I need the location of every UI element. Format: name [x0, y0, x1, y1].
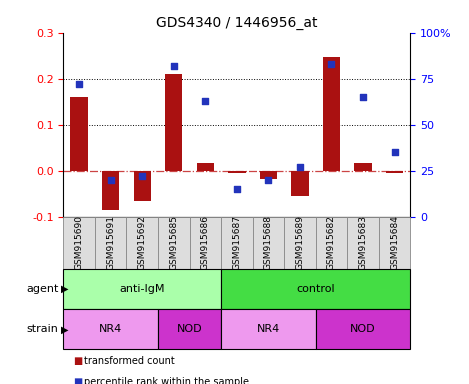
Text: GSM915684: GSM915684 [390, 215, 399, 270]
Bar [158, 309, 221, 349]
Bar [221, 309, 316, 349]
Point [138, 173, 146, 179]
Bar [127, 217, 158, 269]
Bar [102, 171, 119, 210]
Point [359, 94, 367, 100]
Point [233, 186, 241, 192]
Bar [316, 217, 347, 269]
Text: percentile rank within the sample: percentile rank within the sample [84, 377, 250, 384]
Text: GSM915685: GSM915685 [169, 215, 178, 270]
Text: anti-IgM: anti-IgM [120, 284, 165, 294]
Point [107, 177, 114, 183]
Bar [189, 217, 221, 269]
Text: strain: strain [27, 324, 59, 334]
Point [328, 61, 335, 67]
Bar [253, 217, 284, 269]
Text: ▶: ▶ [61, 324, 68, 334]
Bar [197, 162, 214, 171]
Text: NR4: NR4 [99, 324, 122, 334]
Text: GSM915688: GSM915688 [264, 215, 273, 270]
Bar [63, 269, 221, 309]
Text: GSM915687: GSM915687 [232, 215, 242, 270]
Bar [323, 56, 340, 171]
Text: GSM915692: GSM915692 [138, 215, 147, 270]
Text: GSM915690: GSM915690 [75, 215, 83, 270]
Text: GSM915686: GSM915686 [201, 215, 210, 270]
Bar [63, 309, 158, 349]
Text: agent: agent [26, 284, 59, 294]
Point [296, 164, 304, 170]
Point [76, 81, 83, 87]
Text: control: control [296, 284, 335, 294]
Bar [355, 162, 372, 171]
Text: ■: ■ [73, 377, 82, 384]
Bar [63, 217, 95, 269]
Text: GSM915682: GSM915682 [327, 215, 336, 270]
Bar [70, 97, 88, 171]
Bar [221, 269, 410, 309]
Bar [158, 217, 189, 269]
Bar [379, 217, 410, 269]
Bar [316, 309, 410, 349]
Text: ■: ■ [73, 356, 82, 366]
Point [391, 149, 398, 156]
Point [170, 63, 177, 69]
Text: NOD: NOD [350, 324, 376, 334]
Bar [134, 171, 151, 201]
Bar [284, 217, 316, 269]
Point [265, 177, 272, 183]
Bar [386, 171, 403, 173]
Point [202, 98, 209, 104]
Title: GDS4340 / 1446956_at: GDS4340 / 1446956_at [156, 16, 318, 30]
Text: GSM915691: GSM915691 [106, 215, 115, 270]
Bar [291, 171, 309, 196]
Text: GSM915689: GSM915689 [295, 215, 304, 270]
Text: NR4: NR4 [257, 324, 280, 334]
Text: NOD: NOD [177, 324, 202, 334]
Text: transformed count: transformed count [84, 356, 175, 366]
Text: GSM915683: GSM915683 [358, 215, 368, 270]
Bar [95, 217, 127, 269]
Bar [260, 171, 277, 179]
Text: ▶: ▶ [61, 284, 68, 294]
Bar [221, 217, 253, 269]
Bar [165, 74, 182, 171]
Bar [347, 217, 379, 269]
Bar [228, 171, 246, 173]
